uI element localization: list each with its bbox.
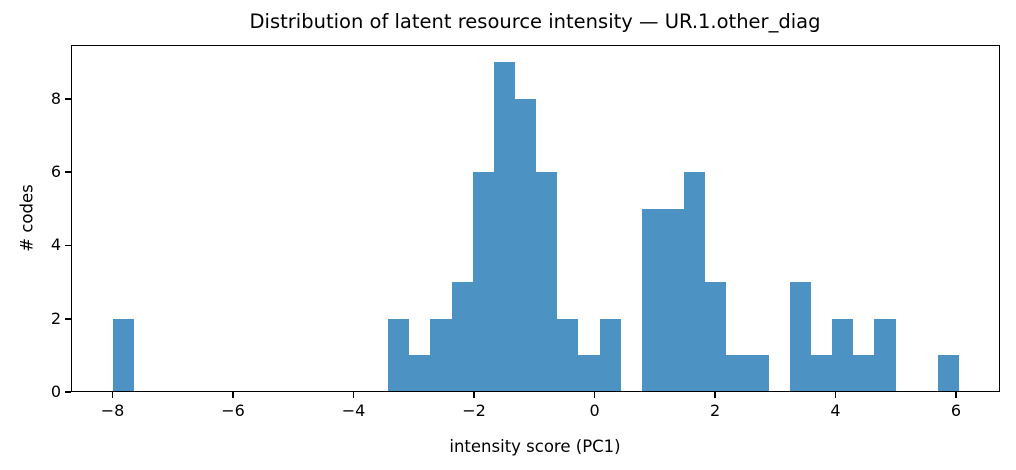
plot-frame xyxy=(71,45,1000,392)
x-tick-mark xyxy=(593,392,596,398)
histogram-bar xyxy=(430,318,452,392)
histogram-bar xyxy=(388,318,410,392)
histogram-bar xyxy=(937,355,960,392)
histogram-bar xyxy=(832,318,854,392)
histogram-bar xyxy=(853,355,875,392)
chart-title: Distribution of latent resource intensit… xyxy=(249,10,821,33)
histogram-bar xyxy=(557,318,579,392)
histogram-bar xyxy=(536,172,558,392)
x-tick-label: 0 xyxy=(589,401,600,420)
x-tick-label: 6 xyxy=(950,401,962,420)
histogram-bar xyxy=(113,318,135,392)
y-tick-label: 6 xyxy=(50,162,61,182)
x-tick-mark xyxy=(352,392,355,398)
x-tick-mark xyxy=(473,392,475,398)
histogram-bar xyxy=(599,318,621,392)
x-tick-label: −8 xyxy=(100,401,125,420)
x-tick-label: 2 xyxy=(709,401,721,420)
histogram-bar xyxy=(451,282,473,392)
x-tick-mark xyxy=(834,392,837,398)
x-tick-label: −6 xyxy=(221,401,245,420)
histogram-bar xyxy=(662,208,685,392)
x-tick-mark xyxy=(111,392,114,398)
x-tick-mark xyxy=(955,392,957,398)
y-tick-mark xyxy=(65,317,71,320)
histogram-bar xyxy=(641,208,663,392)
histogram-bar xyxy=(684,172,706,392)
x-tick-label: −4 xyxy=(341,401,366,420)
x-tick-mark xyxy=(232,392,234,398)
histogram-bar xyxy=(514,98,537,392)
histogram-bar xyxy=(409,355,431,392)
histogram-bar xyxy=(789,282,811,392)
histogram-bar xyxy=(472,172,494,392)
x-tick-label: −2 xyxy=(462,401,486,420)
histogram-bar xyxy=(493,62,515,392)
histogram-bar xyxy=(747,355,769,392)
x-axis-label: intensity score (PC1) xyxy=(449,437,621,456)
y-tick-label: 8 xyxy=(50,88,61,108)
histogram-bar xyxy=(726,355,748,392)
histogram-bar xyxy=(705,282,727,392)
y-tick-mark xyxy=(65,391,71,393)
y-tick-label: 4 xyxy=(50,235,61,255)
y-tick-mark xyxy=(65,98,71,100)
y-tick-mark xyxy=(65,171,71,173)
histogram-bar xyxy=(811,355,833,392)
histogram-bar xyxy=(874,318,896,392)
histogram-bar xyxy=(578,355,600,392)
y-tick-label: 0 xyxy=(50,382,61,401)
x-tick-mark xyxy=(714,392,716,398)
y-tick-mark xyxy=(65,244,71,247)
x-tick-label: 4 xyxy=(830,401,841,420)
y-tick-label: 2 xyxy=(50,308,61,328)
